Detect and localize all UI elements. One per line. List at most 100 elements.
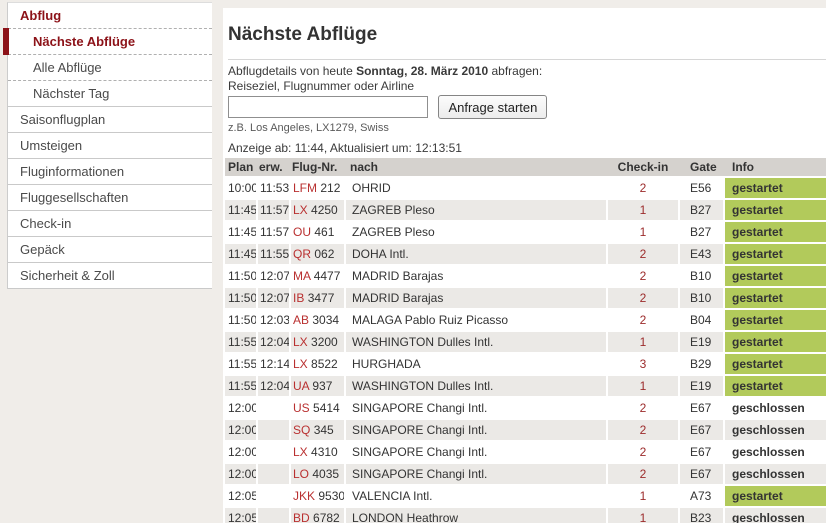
sidebar-item-saisonflugplan[interactable]: Saisonflugplan	[8, 107, 212, 133]
table-row: 10:00 11:53 LFM 212 OHRID 2 E56 gestartet	[225, 178, 826, 198]
status-badge: gestartet	[725, 486, 826, 506]
cell-flight-number: JKK 9530	[291, 486, 344, 506]
cell-gate: E67	[680, 464, 723, 484]
sidebar-item-umsteigen[interactable]: Umsteigen	[8, 133, 212, 159]
cell-flight-number: LX 4310	[291, 442, 344, 462]
checkin-link[interactable]: 2	[608, 442, 678, 462]
cell-plan-time: 11:50	[225, 288, 256, 308]
sidebar-item-abflug[interactable]: Abflug	[8, 3, 212, 29]
checkin-link[interactable]: 1	[608, 486, 678, 506]
checkin-link[interactable]: 2	[608, 178, 678, 198]
airline-code-link[interactable]: IB	[293, 291, 305, 305]
col-gate: Gate	[690, 160, 717, 174]
cell-plan-time: 12:00	[225, 464, 256, 484]
cell-expected-time: 11:57	[258, 222, 289, 242]
checkin-link[interactable]: 1	[608, 508, 678, 523]
sidebar-item-label: Saisonflugplan	[20, 112, 106, 127]
airline-code-link[interactable]: LX	[293, 357, 308, 371]
airline-code-link[interactable]: LO	[293, 467, 310, 481]
sidebar-item-nächster-tag[interactable]: Nächster Tag	[8, 81, 212, 107]
cell-gate: E19	[680, 332, 723, 352]
checkin-link[interactable]: 2	[608, 244, 678, 264]
cell-expected-time	[258, 486, 289, 506]
search-hint: z.B. Los Angeles, LX1279, Swiss	[228, 122, 389, 134]
table-row: 11:55 12:04 LX 3200 WASHINGTON Dulles Intl.…	[225, 332, 826, 352]
cell-expected-time: 11:55	[258, 244, 289, 264]
checkin-link[interactable]: 2	[608, 398, 678, 418]
airline-code-link[interactable]: LFM	[293, 181, 317, 195]
col-checkin: Check-in	[617, 160, 669, 174]
flight-number-text: 3200	[311, 335, 338, 349]
cell-plan-time: 12:00	[225, 442, 256, 462]
col-flug-nr: Flug-Nr.	[292, 160, 338, 174]
sidebar-item-fluggesellschaften[interactable]: Fluggesellschaften	[8, 185, 212, 211]
flight-number-text: 461	[314, 225, 335, 239]
checkin-link[interactable]: 2	[608, 288, 678, 308]
checkin-link[interactable]: 3	[608, 354, 678, 374]
query-prompt: Abflugdetails von heute Sonntag, 28. Mär…	[228, 64, 826, 79]
checkin-link[interactable]: 1	[608, 200, 678, 220]
airline-code-link[interactable]: MA	[293, 269, 311, 283]
cell-destination: ZAGREB Pleso	[346, 222, 606, 242]
cell-plan-time: 12:05	[225, 486, 256, 506]
cell-destination: SINGAPORE Changi Intl.	[346, 442, 606, 462]
search-input[interactable]	[228, 96, 428, 118]
airline-code-link[interactable]: UA	[293, 379, 310, 393]
active-item-marker	[3, 28, 9, 55]
sidebar-item-sicherheit-zoll[interactable]: Sicherheit & Zoll	[8, 263, 212, 289]
table-row: 11:50 12:03 AB 3034 MALAGA Pablo Ruiz Picas…	[225, 310, 826, 330]
status-badge: gestartet	[725, 332, 826, 352]
departures-table: Plan erw. Flug-Nr. nach Check-in Gate In…	[225, 158, 826, 523]
table-row: 12:00 SQ 345 SINGAPORE Changi Intl. 2 E67 ges…	[225, 420, 826, 440]
sidebar-item-label: Nächste Abflüge	[33, 34, 136, 49]
sidebar-item-nächste-abflüge[interactable]: Nächste Abflüge	[3, 28, 212, 55]
cell-gate: E67	[680, 398, 723, 418]
sidebar-item-alle-abflüge[interactable]: Alle Abflüge	[8, 55, 212, 81]
flight-number-text: 345	[313, 423, 334, 437]
page-title: Nächste Abflüge	[228, 24, 378, 45]
table-row: 12:05 JKK 9530 VALENCIA Intl. 1 A73 gestartet	[225, 486, 826, 506]
airline-code-link[interactable]: US	[293, 401, 310, 415]
cell-expected-time: 12:07	[258, 266, 289, 286]
submit-button[interactable]: Anfrage starten	[438, 95, 548, 119]
cell-plan-time: 11:50	[225, 266, 256, 286]
cell-gate: E19	[680, 376, 723, 396]
main-panel: Nächste Abflüge Abflugdetails von heute …	[223, 8, 826, 523]
cell-destination: ZAGREB Pleso	[346, 200, 606, 220]
flight-number-text: 6782	[313, 511, 340, 523]
status-badge: gestartet	[725, 178, 826, 198]
sidebar-item-check-in[interactable]: Check-in	[8, 211, 212, 237]
flight-number-text: 3477	[307, 291, 335, 305]
checkin-link[interactable]: 2	[608, 420, 678, 440]
status-badge: gestartet	[725, 310, 826, 330]
cell-plan-time: 12:00	[225, 420, 256, 440]
airline-code-link[interactable]: LX	[293, 335, 308, 349]
checkin-link[interactable]: 1	[608, 376, 678, 396]
airline-code-link[interactable]: OU	[293, 225, 311, 239]
sidebar-item-label: Umsteigen	[20, 138, 83, 153]
checkin-link[interactable]: 2	[608, 266, 678, 286]
checkin-link[interactable]: 2	[608, 464, 678, 484]
airline-code-link[interactable]: BD	[293, 511, 310, 523]
airline-code-link[interactable]: SQ	[293, 423, 311, 437]
airline-code-link[interactable]: LX	[293, 203, 308, 217]
table-row: 11:45 11:57 LX 4250 ZAGREB Pleso 1 B27 gestart…	[225, 200, 826, 220]
checkin-link[interactable]: 1	[608, 222, 678, 242]
table-row: 11:50 12:07 MA 4477 MADRID Barajas 2 B10 gesta…	[225, 266, 826, 286]
checkin-link[interactable]: 2	[608, 310, 678, 330]
airline-code-link[interactable]: JKK	[293, 489, 316, 503]
sidebar-item-fluginformationen[interactable]: Fluginformationen	[8, 159, 212, 185]
sidebar-item-gepäck[interactable]: Gepäck	[8, 237, 212, 263]
airline-code-link[interactable]: LX	[293, 445, 308, 459]
checkin-link[interactable]: 1	[608, 332, 678, 352]
cell-destination: SINGAPORE Changi Intl.	[346, 464, 606, 484]
airline-code-link[interactable]: AB	[293, 313, 310, 327]
cell-flight-number: UA 937	[291, 376, 344, 396]
col-info: Info	[732, 160, 754, 174]
cell-expected-time: 11:57	[258, 200, 289, 220]
cell-gate: B27	[680, 222, 723, 242]
airline-code-link[interactable]: QR	[293, 247, 311, 261]
cell-plan-time: 10:00	[225, 178, 256, 198]
cell-expected-time: 12:07	[258, 288, 289, 308]
